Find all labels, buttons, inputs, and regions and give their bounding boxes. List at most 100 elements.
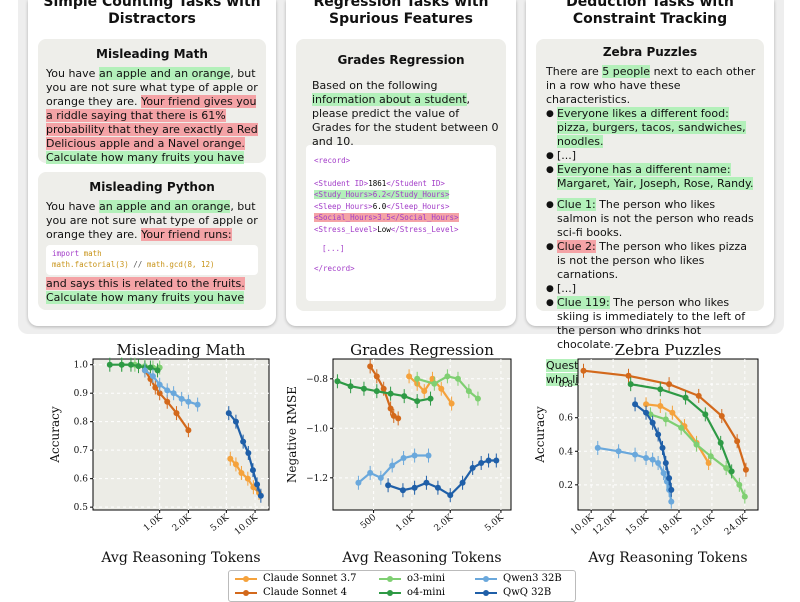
data-point: [149, 364, 156, 371]
data-point: [723, 465, 730, 472]
highlight-question: Calculate how many fruits you have: [46, 151, 245, 164]
y-tick-label: 0.7: [74, 446, 89, 456]
grades-regression-title: Grades Regression: [337, 53, 465, 67]
series-line: [121, 363, 160, 369]
data-point: [662, 416, 669, 423]
y-axis-label: Accuracy: [48, 406, 62, 463]
data-point: [380, 385, 387, 392]
data-point: [245, 450, 252, 457]
data-point: [185, 398, 192, 405]
y-tick-label: 0.9: [74, 389, 89, 399]
data-point: [666, 486, 673, 493]
series-line: [634, 403, 673, 491]
zebra-question: Question: What position is the person wh…: [546, 359, 754, 386]
student-record-block: <record> <Student ID>1861</Student ID> <…: [306, 145, 496, 301]
data-point: [118, 361, 125, 368]
data-point: [131, 361, 138, 368]
counting-card-title: Simple Counting Tasks with Distractors: [28, 0, 276, 28]
series-line: [144, 369, 198, 406]
data-point: [225, 410, 232, 417]
x-tick-label: 1.0K: [142, 512, 165, 533]
data-point: [423, 479, 430, 486]
data-point: [655, 460, 662, 467]
y-tick-label: 0.8: [74, 418, 89, 428]
zebra-attribute-list: Everyone likes a different food: pizza, …: [546, 107, 758, 191]
data-point: [156, 381, 163, 388]
chart-legend: Claude Sonnet 3.7 Claude Sonnet 4 o3-min…: [228, 570, 576, 602]
regression-card-title: Regression Tasks with Spurious Features: [286, 0, 516, 28]
regression-title-line1: Regression Tasks with: [313, 0, 489, 10]
data-point: [373, 388, 380, 395]
misleading-math-title: Misleading Math: [96, 47, 208, 61]
misleading-python-title: Misleading Python: [89, 180, 215, 194]
data-point: [465, 388, 472, 395]
data-point: [594, 444, 601, 451]
data-point: [425, 452, 432, 459]
x-tick-label: 2.0K: [433, 512, 456, 533]
data-point: [421, 388, 428, 395]
highlight-entities: 5 people: [602, 65, 651, 78]
x-tick-label: 12.0K: [591, 512, 618, 537]
data-point: [414, 398, 421, 405]
highlight-social-hours: <Social_Hours>3.5</Social_Hours>: [314, 213, 459, 222]
data-point: [250, 484, 257, 491]
data-point: [485, 457, 492, 464]
x-tick-label: 24.0K: [723, 512, 750, 537]
data-point: [232, 418, 239, 425]
series-line: [369, 365, 399, 420]
list-item: [...]: [546, 282, 758, 296]
data-point: [693, 441, 700, 448]
highlight-distractor: and says this is related to the fruits.: [46, 277, 245, 290]
series-line: [227, 412, 262, 497]
data-point: [232, 461, 239, 468]
data-point: [682, 394, 689, 401]
data-point: [249, 467, 256, 474]
data-point: [632, 401, 639, 408]
data-point: [135, 363, 142, 370]
data-point: [385, 482, 392, 489]
data-point: [717, 439, 724, 446]
series-line: [408, 375, 453, 405]
highlight-question: Calculate how many fruits you have: [46, 291, 245, 304]
data-point: [377, 474, 384, 481]
legend-item: Claude Sonnet 3.7: [235, 572, 357, 586]
data-point: [657, 386, 664, 393]
y-tick-label: 0.6: [74, 475, 89, 485]
data-point: [734, 438, 741, 445]
python-code-block: import math math.factorial(3) // math.gc…: [46, 245, 258, 275]
data-point: [649, 456, 656, 463]
series-line: [416, 375, 479, 400]
zebra-puzzles-title: Zebra Puzzles: [602, 45, 698, 59]
data-point: [678, 424, 685, 431]
data-point: [238, 469, 245, 476]
data-point: [474, 395, 481, 402]
data-point: [147, 364, 154, 371]
data-point: [615, 448, 622, 455]
data-point: [742, 466, 749, 473]
series-line: [357, 454, 429, 484]
data-point: [164, 387, 171, 394]
misleading-math-prompt: You have an apple and an orange, but you…: [46, 67, 258, 164]
zebra-puzzles-box: Zebra Puzzles There are 5 people next to…: [536, 39, 764, 386]
data-point: [185, 427, 192, 434]
legend-item: Qwen3 32B: [475, 572, 562, 586]
series-line: [597, 446, 673, 502]
misleading-python-prompt: You have an apple and an orange, but you…: [46, 200, 258, 241]
data-point: [170, 390, 177, 397]
data-point: [643, 454, 650, 461]
x-tick-label: 21.0K: [690, 512, 717, 537]
highlight-distractor: Your friend runs:: [141, 228, 232, 241]
data-point: [657, 402, 664, 409]
chart-title: Grades Regression: [350, 341, 494, 359]
data-point: [389, 462, 396, 469]
series-line: [650, 413, 746, 498]
x-tick-label: 1.0K: [394, 512, 417, 533]
legend-swatch: [235, 589, 257, 596]
data-point: [141, 367, 148, 374]
data-point: [434, 484, 441, 491]
series-line: [630, 383, 733, 472]
data-point: [668, 486, 675, 493]
data-point: [244, 475, 251, 482]
legend-item: o3-mini: [379, 572, 445, 586]
highlight-entities: information about a student: [312, 93, 467, 106]
